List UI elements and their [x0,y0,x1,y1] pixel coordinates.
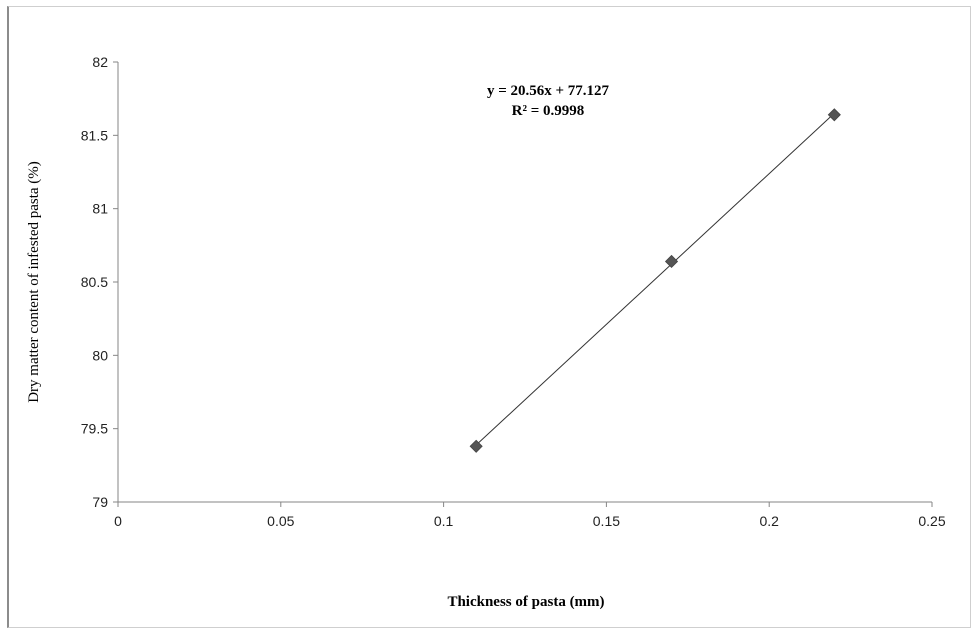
y-tick-label: 80 [92,347,108,363]
x-tick-label: 0 [114,513,122,529]
chart-frame [7,6,971,628]
y-tick-label: 79 [92,494,108,510]
data-point [827,108,841,122]
data-points [469,108,841,453]
data-point [469,439,483,453]
x-axis-title: Thickness of pasta (mm) [447,594,604,610]
trendline [475,112,835,446]
x-tick-label: 0.05 [267,513,294,529]
x-tick-label: 0.25 [918,513,945,529]
trendline-group [475,112,835,446]
x-tick-label: 0.15 [593,513,620,529]
y-tick-label: 81.5 [81,127,108,143]
y-tick-label: 81 [92,201,108,217]
y-axis-title: Dry matter content of infested pasta (%) [26,161,42,403]
r-squared-label: R² = 0.9998 [512,103,585,119]
y-axis: 79 79.5 80 80.5 81 81.5 82 [81,54,119,510]
y-tick-label: 82 [92,54,108,70]
data-point [664,254,679,269]
equation-label: y = 20.56x + 77.127 [487,83,610,99]
x-tick-label: 0.1 [434,513,454,529]
x-axis: 0 0.05 0.1 0.15 0.2 0.25 [114,501,946,529]
x-tick-label: 0.2 [759,513,779,529]
y-tick-label: 79.5 [81,421,108,437]
y-tick-label: 80.5 [81,274,108,290]
